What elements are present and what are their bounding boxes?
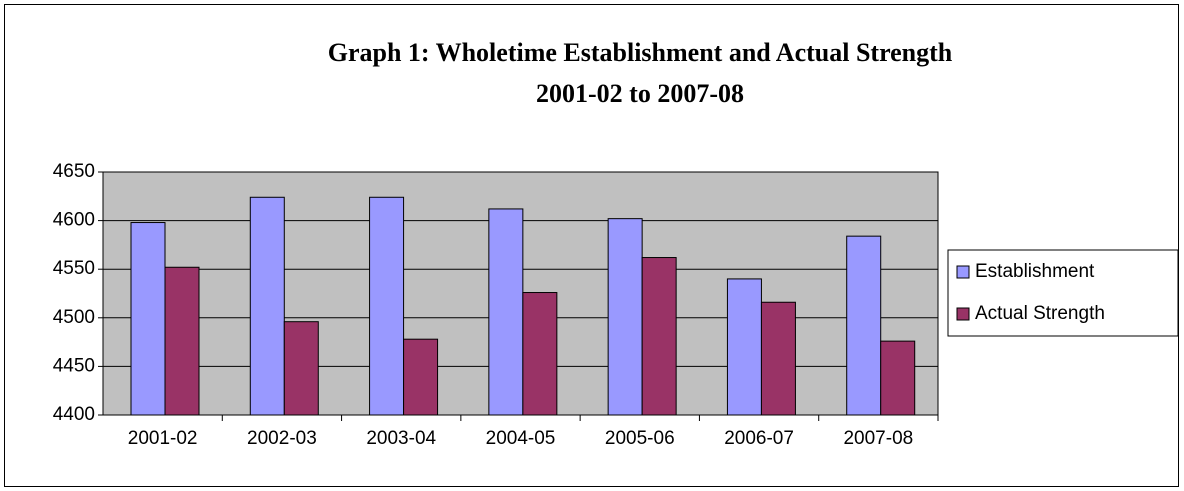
bar — [283, 321, 319, 416]
bar — [164, 266, 200, 416]
bar — [846, 235, 882, 416]
bar — [403, 338, 439, 416]
x-tick-label: 2001-02 — [128, 428, 198, 449]
chart-title: Graph 1: Wholetime Establishment and Act… — [328, 38, 953, 67]
legend-label: Establishment — [975, 261, 1095, 282]
legend-label: Actual Strength — [975, 303, 1105, 324]
x-tick-label: 2006-07 — [724, 428, 794, 449]
x-tick-label: 2002-03 — [247, 428, 317, 449]
x-tick-label: 2007-08 — [843, 428, 913, 449]
bar — [607, 218, 643, 416]
bar — [641, 257, 677, 416]
bar — [726, 278, 762, 416]
bar — [488, 208, 524, 416]
y-tick-label: 4600 — [53, 210, 95, 231]
bar — [130, 222, 166, 416]
bar — [760, 301, 796, 416]
bar — [249, 196, 285, 416]
x-tick-label: 2005-06 — [605, 428, 675, 449]
x-tick-label: 2003-04 — [366, 428, 436, 449]
chart-subtitle: 2001-02 to 2007-08 — [536, 79, 744, 108]
y-tick-label: 4500 — [53, 307, 95, 328]
y-tick-label: 4450 — [53, 355, 95, 376]
bar — [369, 196, 405, 416]
y-tick-label: 4400 — [53, 404, 95, 425]
legend-box — [947, 249, 1179, 337]
bar — [880, 340, 916, 416]
y-tick-label: 4550 — [53, 258, 95, 279]
legend-swatch — [956, 265, 970, 279]
legend-swatch — [956, 307, 970, 321]
y-tick-label: 4650 — [53, 161, 95, 182]
bar — [522, 292, 558, 416]
x-tick-label: 2004-05 — [486, 428, 556, 449]
